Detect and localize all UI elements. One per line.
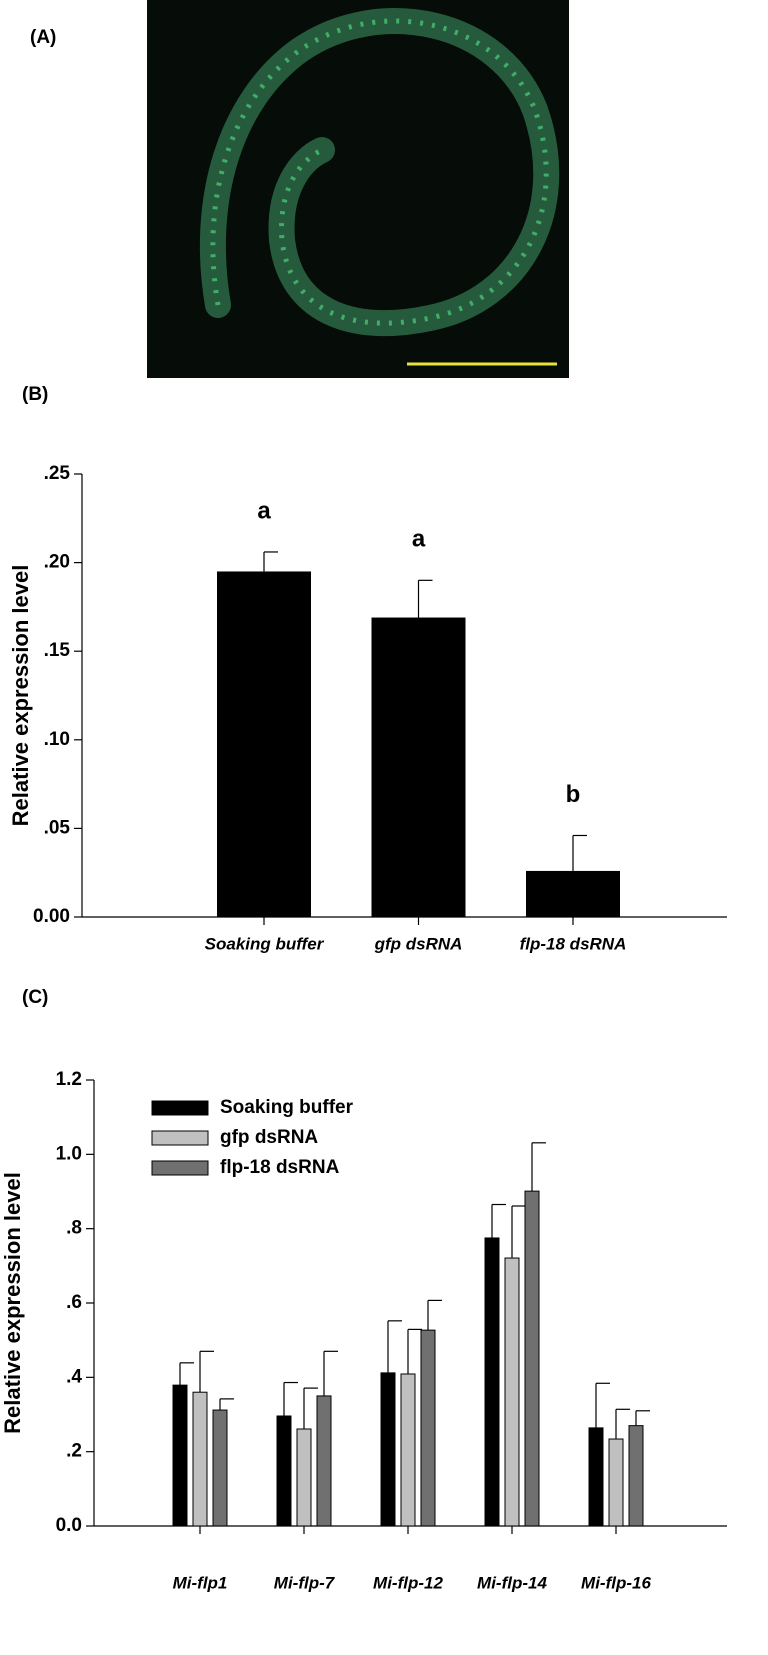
legend-label: Soaking buffer	[220, 1097, 354, 1118]
y-tick-label: 1.2	[56, 1069, 82, 1090]
y-tick-label: .20	[44, 552, 70, 573]
bar	[628, 1425, 644, 1527]
bar	[371, 617, 466, 917]
x-tick-label: gfp dsRNA	[374, 934, 463, 953]
x-tick-label: Mi-flp-7	[274, 1573, 336, 1592]
y-tick-label: 1.0	[56, 1143, 82, 1164]
panel-label: (A)	[30, 27, 56, 48]
x-tick-label: Mi-flp-16	[581, 1573, 651, 1592]
x-tick-label: Soaking buffer	[205, 934, 325, 953]
x-tick-label: flp-18 dsRNA	[520, 934, 627, 953]
bar	[608, 1438, 624, 1527]
y-axis-label: Relative expression level	[0, 1172, 25, 1434]
panel-label: (B)	[22, 384, 48, 405]
y-tick-label: .4	[66, 1366, 82, 1387]
bar	[212, 1409, 228, 1527]
y-tick-label: .10	[44, 729, 70, 750]
y-tick-label: .25	[44, 463, 71, 484]
bar	[504, 1257, 520, 1527]
legend-label: gfp dsRNA	[220, 1127, 318, 1148]
panel-label: (C)	[22, 987, 48, 1008]
annotation: a	[412, 526, 426, 553]
y-axis-label: Relative expression level	[8, 565, 33, 827]
bar	[526, 870, 620, 917]
annotation: b	[566, 781, 581, 808]
micrograph	[147, 0, 569, 378]
legend-swatch	[151, 1160, 209, 1176]
y-tick-label: .8	[66, 1218, 82, 1239]
x-tick-label: Mi-flp-12	[373, 1573, 443, 1592]
y-tick-label: .2	[66, 1441, 82, 1462]
annotation: a	[257, 497, 271, 524]
legend-swatch	[151, 1130, 209, 1146]
bar	[217, 571, 311, 917]
y-tick-label: .15	[44, 640, 71, 661]
bar	[420, 1329, 436, 1527]
bar	[296, 1428, 312, 1527]
bar	[192, 1391, 208, 1527]
bar	[172, 1384, 188, 1527]
bar	[316, 1395, 332, 1527]
y-tick-label: .6	[66, 1292, 82, 1313]
bar	[380, 1372, 396, 1527]
y-tick-label: 0.0	[56, 1515, 82, 1536]
bar	[524, 1190, 540, 1527]
bar	[484, 1237, 500, 1527]
y-tick-label: 0.00	[33, 906, 70, 927]
legend-swatch	[151, 1100, 209, 1116]
bar	[400, 1373, 416, 1527]
legend-label: flp-18 dsRNA	[220, 1157, 340, 1178]
bar	[588, 1427, 604, 1527]
y-tick-label: .05	[44, 817, 71, 838]
x-tick-label: Mi-flp1	[173, 1573, 228, 1592]
bar	[276, 1415, 292, 1527]
x-tick-label: Mi-flp-14	[477, 1573, 547, 1592]
